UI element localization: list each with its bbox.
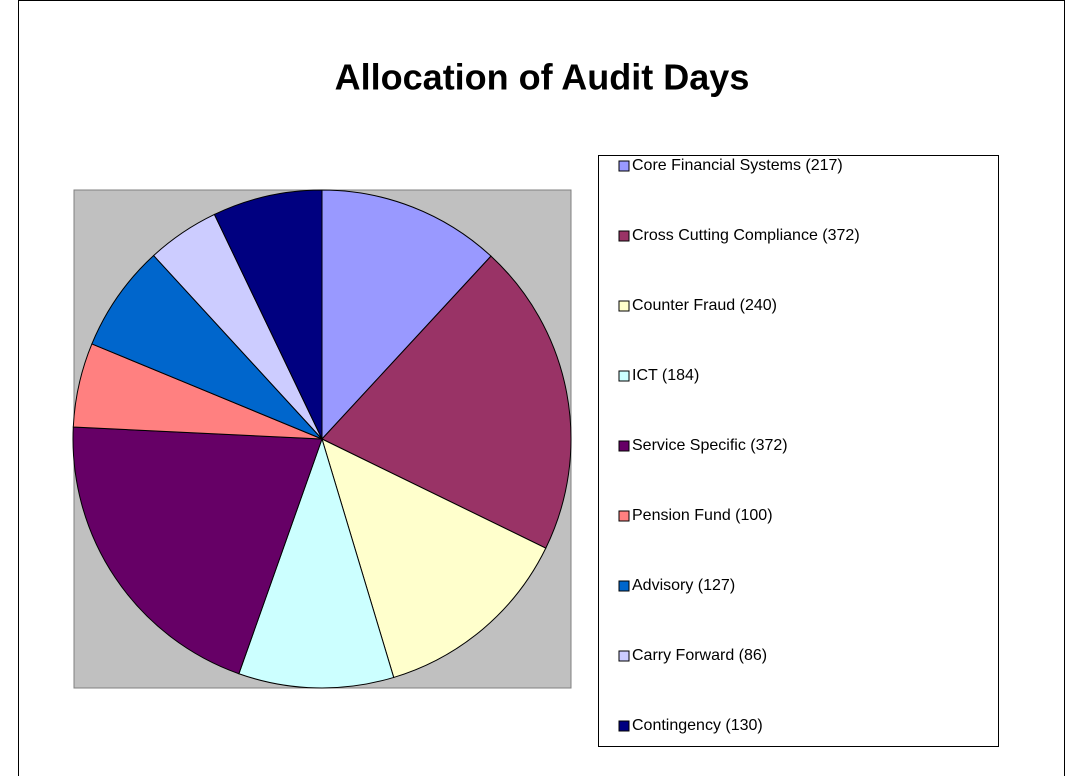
legend-swatch: [618, 440, 630, 452]
chart-title: Allocation of Audit Days: [335, 57, 750, 98]
pie-slice: [321, 255, 572, 549]
pie-slice: [91, 254, 323, 440]
legend-box: [598, 155, 999, 747]
pie-slice: [321, 189, 492, 441]
pie-slice: [213, 189, 323, 440]
legend-swatch: [618, 580, 630, 592]
legend-swatch: [618, 720, 630, 732]
legend-label: Counter Fraud (240): [632, 297, 777, 314]
legend-label: Cross Cutting Compliance (372): [632, 227, 860, 244]
legend-label: Contingency (130): [632, 717, 763, 734]
legend-swatch: [618, 650, 630, 662]
pie-slice: [238, 437, 395, 689]
legend-label: Carry Forward (86): [632, 647, 767, 664]
legend-label: Advisory (127): [632, 577, 735, 594]
legend-swatch: [618, 370, 630, 382]
legend-label: Service Specific (372): [632, 437, 788, 454]
legend-swatch: [618, 230, 630, 242]
legend-label: ICT (184): [632, 367, 699, 384]
pie-slice: [321, 438, 547, 679]
legend-swatch: [618, 300, 630, 312]
legend-swatch: [618, 160, 630, 172]
legend-label: Pension Fund (100): [632, 507, 773, 524]
pie-slice: [72, 426, 323, 675]
legend-label: Core Financial Systems (217): [632, 157, 843, 174]
legend-swatch: [618, 510, 630, 522]
